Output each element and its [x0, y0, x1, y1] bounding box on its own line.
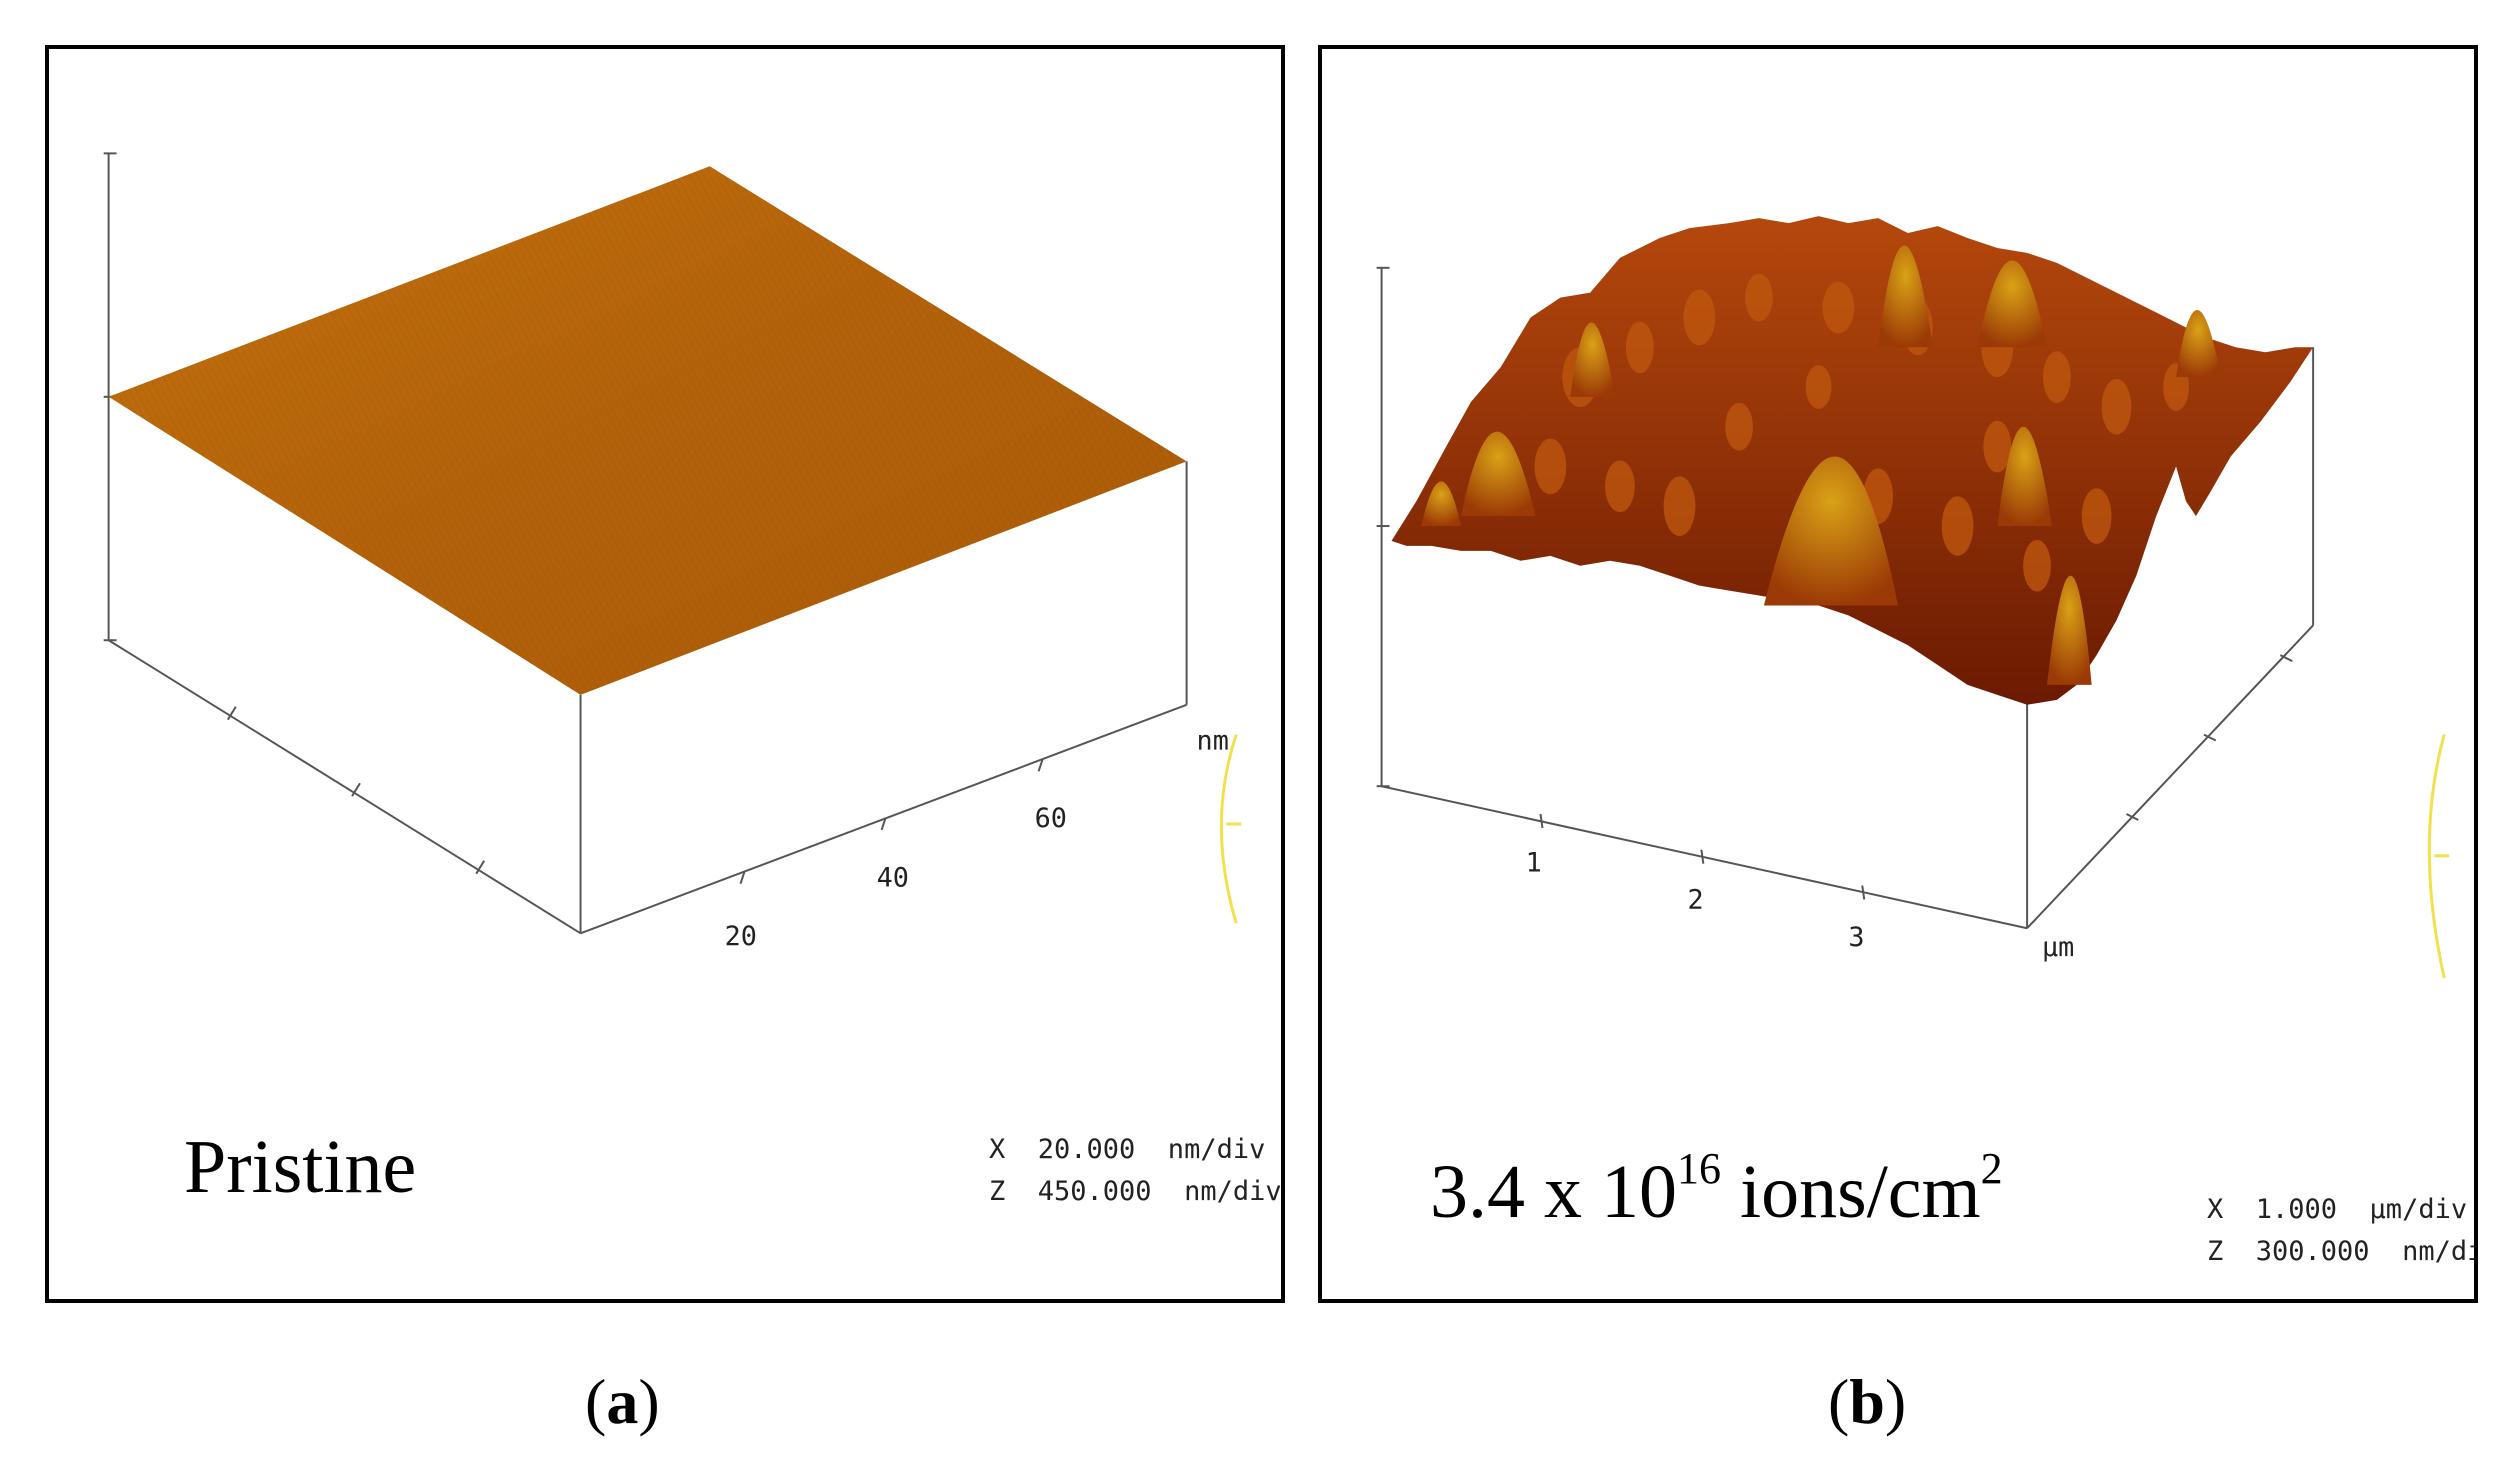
axis-tick-label: 1	[1526, 848, 1542, 879]
axis-tick	[1539, 813, 1544, 829]
caption-paren: (	[1828, 1366, 1850, 1437]
dose-exponent: 16	[1677, 1144, 1721, 1193]
afm-3d-surface-pristine: 20 40 60 nm	[103, 152, 1242, 952]
sample-label: 3.4 x 1016 ions/cm2	[1430, 1144, 2003, 1236]
axis-tick	[1700, 849, 1705, 864]
rough-surface	[1391, 216, 2314, 705]
caption-letter: a	[606, 1366, 639, 1437]
afm-3d-surface-irradiated: 1 2 3 µm	[1376, 216, 2450, 979]
axis-tick	[2279, 654, 2293, 662]
axis-tick	[880, 817, 887, 831]
scale-readout: X 20.000 nm/div Z 450.000 nm/div	[989, 1129, 1282, 1213]
axis-tick	[2203, 733, 2217, 742]
panel-caption-a: (a)	[585, 1365, 660, 1439]
dose-base: 3.4 x 10	[1430, 1150, 1677, 1234]
dose-unit: ions/cm	[1721, 1150, 1981, 1234]
axis-tick	[351, 782, 361, 797]
dose-unit-exponent: 2	[1980, 1144, 2003, 1193]
afm-panel-pristine: 20 40 60 nm Pristine X 20.000 nm/div Z 45…	[45, 45, 1285, 1303]
axis-tick-label: 40	[877, 863, 909, 894]
orientation-arc	[1219, 734, 1238, 924]
afm-panel-irradiated: 1 2 3 µm 3.4 x 1016 ions/cm2 X 1.000 µm/…	[1318, 45, 2478, 1303]
caption-paren: )	[638, 1366, 660, 1437]
sample-label: Pristine	[184, 1125, 417, 1209]
box-edge-right	[580, 703, 1187, 935]
orientation-arc	[2427, 734, 2446, 979]
axis-tick	[2125, 813, 2139, 821]
box-edge-left	[108, 639, 582, 935]
surface-peak	[1763, 456, 1898, 606]
panel-caption-b: (b)	[1828, 1365, 1906, 1439]
caption-paren: )	[1884, 1366, 1907, 1437]
axis-tick	[475, 860, 486, 875]
surface-peak	[1461, 431, 1536, 517]
surface-peak	[2046, 575, 2092, 685]
axis-tick	[739, 871, 746, 884]
surface-texture	[108, 166, 1187, 695]
surface-peak	[1977, 260, 2047, 348]
surface-peak	[2176, 310, 2221, 378]
axis-tick-label: 20	[725, 921, 757, 952]
scale-readout: X 1.000 µm/div Z 300.000 nm/div	[2207, 1189, 2478, 1273]
axis-tick-label: 60	[1035, 803, 1067, 834]
axis-tick	[1037, 759, 1044, 772]
axis-unit-label: µm	[2042, 932, 2074, 963]
caption-paren: (	[585, 1366, 607, 1437]
axis-tick	[226, 706, 237, 721]
surface-peak	[1421, 481, 1462, 527]
axis-tick-label: 3	[1848, 922, 1864, 953]
scale-x: X 1.000 µm/div	[2207, 1194, 2468, 1225]
scale-z: Z 450.000 nm/div	[989, 1176, 1282, 1207]
axis-tick-label: 2	[1687, 884, 1703, 915]
axis-tick	[1861, 885, 1866, 900]
box-edge-front	[1381, 785, 2028, 930]
box-edge-right	[2026, 624, 2314, 929]
scale-x: X 20.000 nm/div	[989, 1134, 1266, 1165]
surface-peak	[1878, 245, 1933, 348]
scale-z: Z 300.000 nm/div	[2207, 1236, 2478, 1267]
axis-unit-label: nm	[1197, 726, 1229, 757]
caption-letter: b	[1849, 1366, 1885, 1437]
surface-peak	[1570, 322, 1615, 397]
surface-peak	[1997, 426, 2052, 527]
